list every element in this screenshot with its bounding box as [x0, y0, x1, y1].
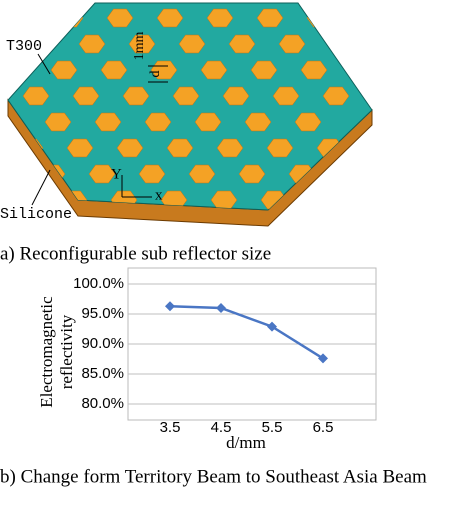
- caption: a) Reconfigurable sub reflector size: [0, 243, 271, 264]
- label: T300: [6, 38, 42, 55]
- top-face: [7, 2, 373, 211]
- hex-patch: [328, 34, 356, 54]
- marker: [267, 321, 277, 332]
- hex-patch: [256, 8, 284, 28]
- hex-patch: [116, 138, 144, 158]
- hex-patch: [206, 8, 234, 28]
- hex-patch: [8, 8, 34, 28]
- hex-patch: [216, 138, 244, 158]
- hex-patch: [322, 86, 350, 106]
- hex-patch: [238, 164, 266, 184]
- caption: b) Change form Territory Beam to Southea…: [0, 466, 427, 487]
- hex-patch: [228, 34, 256, 54]
- label: x: [155, 187, 163, 203]
- hex-patch: [244, 112, 272, 132]
- hex-patch: [88, 164, 116, 184]
- hex-patch: [272, 86, 300, 106]
- hex-patch: [66, 138, 94, 158]
- series-line: [169, 304, 324, 360]
- y-tick-label: 85.0%: [81, 365, 124, 382]
- hex-patch: [106, 8, 134, 28]
- y-tick-label: 80.0%: [81, 395, 124, 412]
- x-label: d/mm: [226, 433, 266, 452]
- label: d: [148, 71, 163, 78]
- y-tick-label: 100.0%: [73, 275, 124, 292]
- hex-patch: [50, 60, 78, 80]
- hex-patch: [144, 112, 172, 132]
- label: 1mm: [132, 32, 147, 61]
- hex-patch: [8, 164, 16, 184]
- hex-patch: [188, 164, 216, 184]
- y-label: reflectivity: [57, 314, 76, 389]
- hex-patch: [78, 34, 106, 54]
- x-tick-label: 4.5: [211, 419, 232, 436]
- hex-patch: [8, 60, 28, 80]
- hex-patch: [128, 34, 156, 54]
- hex-patch: [44, 112, 72, 132]
- leader: [31, 169, 51, 206]
- hex-patch: [100, 60, 128, 80]
- marker: [165, 301, 175, 312]
- hex-patch: [300, 60, 328, 80]
- y-tick-label: 95.0%: [81, 305, 124, 322]
- hex-patch: [278, 34, 306, 54]
- leader: [37, 53, 51, 75]
- hex-patch: [122, 86, 150, 106]
- hex-patch: [200, 60, 228, 80]
- hex-patch: [138, 164, 166, 184]
- hex-patch: [22, 86, 50, 106]
- x-tick-label: 3.5: [160, 419, 181, 436]
- hex-patch: [166, 138, 194, 158]
- hex-patch: [194, 112, 222, 132]
- y-tick-label: 90.0%: [81, 335, 124, 352]
- hex-patch: [156, 8, 184, 28]
- marker: [318, 353, 328, 364]
- hex-patch: [178, 34, 206, 54]
- hex-patch: [72, 86, 100, 106]
- label: Y: [111, 166, 122, 182]
- hex-patch: [310, 190, 338, 210]
- hex-patch: [172, 86, 200, 106]
- x-tick-label: 5.5: [262, 419, 283, 436]
- hex-patch: [222, 86, 250, 106]
- label: Silicone: [0, 206, 72, 223]
- hex-patch: [250, 60, 278, 80]
- y-label: Electromagnetic: [37, 296, 56, 408]
- x-tick-label: 6.5: [313, 419, 334, 436]
- hex-patch: [94, 112, 122, 132]
- hex-patch: [266, 138, 294, 158]
- marker: [216, 303, 226, 313]
- hex-patch: [294, 112, 322, 132]
